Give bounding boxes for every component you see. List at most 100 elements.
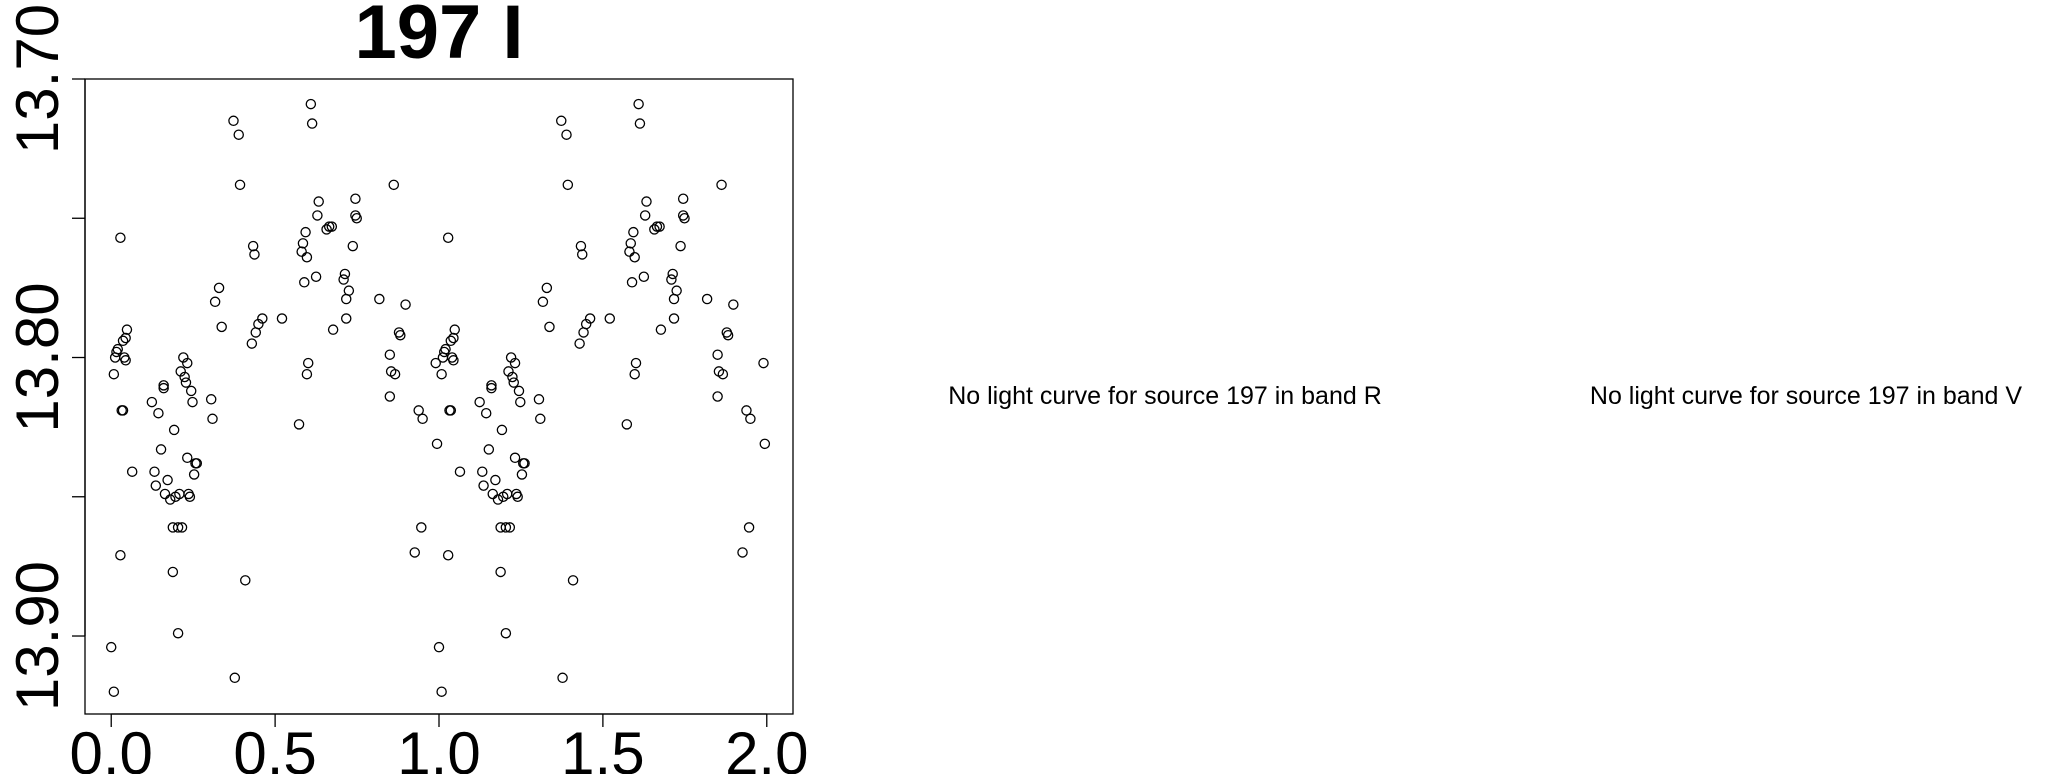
data-point xyxy=(537,296,549,308)
data-point xyxy=(743,522,755,533)
data-point xyxy=(188,469,200,480)
data-point xyxy=(296,246,307,257)
data-point xyxy=(207,413,218,425)
data-point xyxy=(512,491,523,503)
data-point xyxy=(677,193,689,205)
data-point xyxy=(630,357,642,369)
data-point xyxy=(675,240,686,252)
data-point xyxy=(626,277,638,288)
data-point xyxy=(701,293,713,305)
data-point xyxy=(120,355,131,366)
data-point xyxy=(327,324,339,335)
data-point xyxy=(535,413,546,425)
x-tick-label: 1.0 xyxy=(397,720,480,774)
data-point xyxy=(302,357,314,369)
data-point xyxy=(500,522,512,533)
annotation: No light curve for source 197 in band V xyxy=(1590,382,2023,410)
x-tick-label: 0.0 xyxy=(70,720,153,774)
x-tick-label: 1.5 xyxy=(561,720,644,774)
data-point xyxy=(306,118,318,129)
data-point xyxy=(436,686,447,697)
data-point xyxy=(350,193,361,205)
data-point xyxy=(496,424,508,436)
data-point xyxy=(191,458,203,469)
data-point xyxy=(388,179,400,191)
data-point xyxy=(509,357,521,369)
data-point xyxy=(216,321,227,333)
data-point xyxy=(541,282,553,294)
data-point xyxy=(229,672,241,684)
data-point xyxy=(150,480,162,491)
data-point xyxy=(343,285,355,296)
data-point xyxy=(544,321,555,333)
data-point xyxy=(679,213,690,224)
data-point xyxy=(666,274,677,285)
data-point xyxy=(389,368,401,380)
data-point xyxy=(667,268,678,280)
data-point xyxy=(384,349,396,360)
data-point xyxy=(454,466,466,477)
data-point xyxy=(115,550,126,561)
data-point xyxy=(576,249,588,260)
data-point xyxy=(117,405,129,416)
data-point xyxy=(500,627,512,639)
data-point xyxy=(436,368,447,380)
data-point xyxy=(486,380,497,391)
data-point xyxy=(628,226,639,238)
data-point xyxy=(486,382,497,394)
data-point xyxy=(409,547,420,558)
data-point xyxy=(155,444,167,455)
data-point xyxy=(184,491,196,503)
data-point xyxy=(584,313,596,324)
data-point xyxy=(112,343,124,355)
data-point xyxy=(487,488,499,500)
data-point xyxy=(477,466,488,477)
data-point xyxy=(516,469,528,480)
data-point xyxy=(745,413,756,425)
data-point xyxy=(440,343,451,355)
data-point xyxy=(149,466,160,477)
data-point xyxy=(182,452,193,464)
data-point xyxy=(508,377,519,388)
data-point xyxy=(179,371,190,383)
data-point xyxy=(641,196,652,207)
data-point xyxy=(722,329,734,341)
data-point xyxy=(172,627,184,639)
data-point xyxy=(671,285,682,296)
data-point xyxy=(716,179,727,191)
data-point xyxy=(445,335,457,347)
data-point xyxy=(153,407,164,419)
data-point xyxy=(310,271,322,282)
data-point xyxy=(172,522,184,533)
data-point xyxy=(228,115,239,127)
data-point xyxy=(297,238,309,249)
data-point xyxy=(712,349,723,360)
data-point xyxy=(634,118,646,129)
data-point xyxy=(624,246,635,257)
data-point xyxy=(639,210,651,221)
x-tick-label: 2.0 xyxy=(725,720,808,774)
data-point xyxy=(638,271,650,282)
data-point xyxy=(339,268,351,280)
data-point xyxy=(478,480,489,491)
data-point xyxy=(442,232,454,243)
data-point xyxy=(257,313,268,324)
data-point xyxy=(562,179,574,191)
data-point xyxy=(108,686,120,697)
data-point xyxy=(519,458,530,469)
x-tick-label: 0.5 xyxy=(233,720,316,774)
data-point xyxy=(395,329,406,341)
data-point xyxy=(400,299,411,310)
data-point xyxy=(625,238,637,249)
data-point xyxy=(712,391,723,402)
data-point xyxy=(209,296,221,308)
data-point xyxy=(431,438,443,450)
data-point xyxy=(313,196,324,207)
data-point xyxy=(167,566,179,578)
data-point xyxy=(515,396,526,408)
data-point xyxy=(312,210,323,221)
y-tick-label: 13.80 xyxy=(4,282,71,432)
